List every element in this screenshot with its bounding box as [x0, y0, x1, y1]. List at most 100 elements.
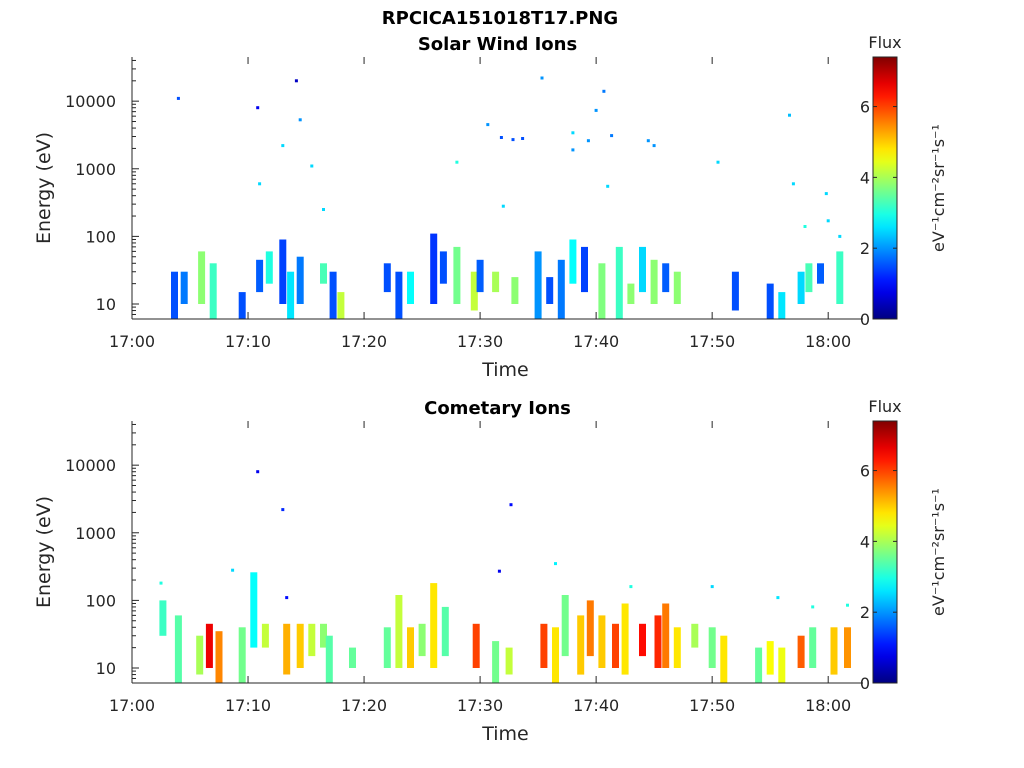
data-band	[612, 623, 619, 668]
data-point	[497, 569, 501, 573]
data-band	[662, 263, 670, 293]
colorbar-tick-label: 6	[860, 98, 870, 117]
data-band	[654, 615, 662, 668]
data-point	[710, 585, 714, 589]
data-band	[383, 263, 391, 293]
x-tick-label: 17:20	[341, 696, 387, 715]
data-band	[546, 277, 554, 304]
data-point	[776, 596, 780, 600]
data-band	[639, 623, 646, 657]
data-point	[501, 204, 505, 208]
data-point	[652, 144, 656, 148]
data-band	[238, 627, 246, 683]
data-point	[285, 596, 289, 600]
data-band	[470, 271, 478, 311]
y-tick-label: 100	[85, 591, 116, 610]
data-band	[171, 271, 178, 319]
y-axis-label: Energy (eV)	[33, 132, 55, 244]
y-axis-label: Energy (eV)	[33, 496, 55, 608]
data-band	[430, 233, 438, 304]
data-point	[455, 160, 459, 164]
data-band	[621, 603, 629, 675]
data-band	[407, 271, 414, 304]
data-band	[174, 615, 182, 683]
data-point	[716, 160, 720, 164]
data-point	[571, 148, 575, 152]
data-point	[791, 182, 795, 186]
data-band	[627, 283, 635, 304]
data-point	[499, 136, 503, 139]
data-band	[673, 627, 681, 668]
data-point	[231, 568, 235, 572]
data-band	[418, 623, 426, 657]
data-band	[215, 631, 223, 683]
data-band	[196, 635, 204, 675]
x-tick-label: 18:00	[805, 696, 851, 715]
x-tick-label: 17:10	[225, 332, 271, 351]
panel-title: Solar Wind Ions	[418, 34, 577, 55]
x-tick-label: 17:40	[573, 696, 619, 715]
data-band	[261, 623, 269, 648]
data-band	[180, 271, 188, 304]
data-point	[803, 225, 807, 228]
y-tick-label: 1000	[75, 160, 116, 179]
x-tick-label: 17:30	[457, 696, 503, 715]
y-tick-label: 10	[96, 659, 116, 678]
data-band	[650, 259, 658, 304]
data-band	[797, 271, 805, 304]
data-band	[836, 251, 844, 304]
x-tick-label: 17:30	[457, 332, 503, 351]
data-band	[296, 623, 304, 668]
data-band	[708, 627, 716, 668]
data-point	[159, 581, 163, 585]
data-band	[598, 263, 606, 319]
x-tick-label: 17:20	[341, 332, 387, 351]
data-band	[662, 603, 670, 668]
data-band	[296, 256, 304, 304]
data-band	[720, 635, 728, 683]
data-band	[561, 595, 569, 657]
panel-1: 17:00 17:10 17:20 17:30 17:40 17:50 18:00 10 100…	[33, 33, 948, 381]
data-band	[407, 627, 414, 668]
data-point	[811, 605, 815, 609]
data-point	[256, 470, 260, 474]
colorbar-tick-label: 6	[860, 462, 870, 481]
x-tick-label: 17:00	[109, 332, 155, 351]
colorbar-unit-label: eV⁻¹cm⁻²sr⁻¹s⁻¹	[929, 124, 948, 252]
data-band	[598, 615, 606, 668]
y-tick-label: 1000	[75, 524, 116, 543]
data-band	[320, 263, 327, 284]
data-band	[805, 263, 813, 293]
data-band	[797, 635, 805, 668]
data-band	[569, 239, 577, 284]
colorbar-tick-label: 4	[860, 532, 870, 551]
data-point	[281, 144, 285, 148]
data-band	[441, 606, 449, 657]
data-band	[279, 239, 287, 304]
x-axis-label: Time	[481, 359, 529, 381]
data-band	[439, 251, 447, 284]
data-band	[534, 251, 542, 319]
data-band	[453, 246, 461, 304]
data-point	[486, 123, 490, 127]
data-band	[540, 623, 548, 668]
data-band	[430, 583, 438, 668]
data-band	[766, 283, 774, 319]
data-band	[505, 647, 513, 675]
x-tick-label: 17:40	[573, 332, 619, 351]
data-band	[581, 246, 588, 293]
data-band	[492, 271, 500, 293]
data-point	[629, 585, 633, 589]
data-point	[521, 137, 525, 140]
data-point	[281, 508, 285, 512]
data-band	[308, 623, 316, 657]
data-point	[594, 108, 598, 112]
data-band	[349, 647, 356, 668]
colorbar-title: Flux	[868, 33, 901, 52]
data-band	[283, 623, 291, 675]
data-band	[492, 641, 500, 683]
panel-2: 17:00 17:10 17:20 17:30 17:40 17:50 18:00 10 100…	[33, 397, 948, 745]
x-tick-label: 17:50	[689, 696, 735, 715]
data-band	[159, 600, 167, 636]
y-tick-label: 10000	[65, 456, 116, 475]
